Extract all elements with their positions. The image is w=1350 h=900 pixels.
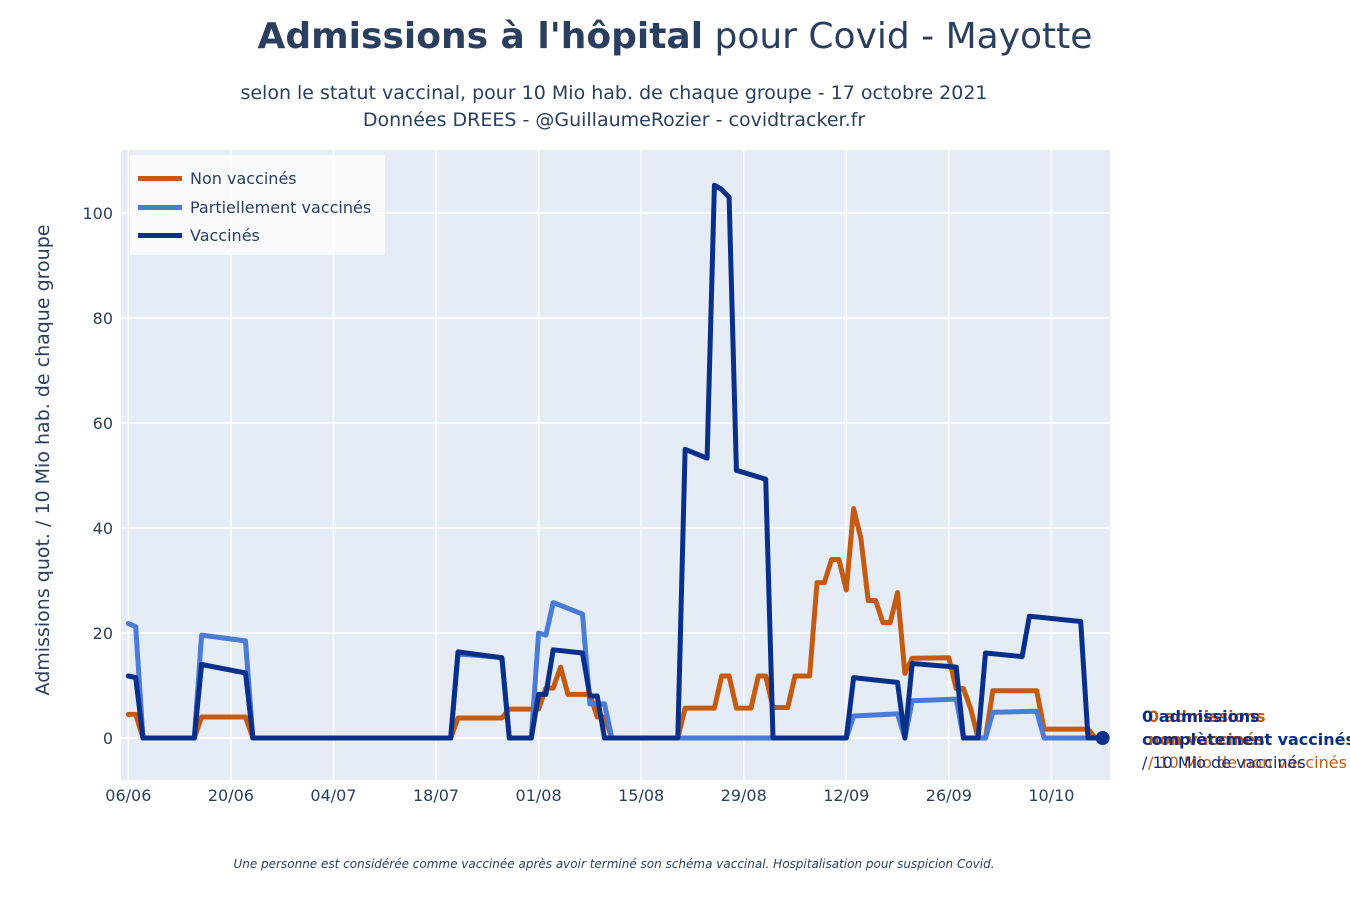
- annotation-vaccines-unit: / 10 Mio de vaccinés: [1142, 753, 1306, 772]
- annotation-non-vaccines: 0 admissions non vaccinés / 10 Mio de no…: [1148, 705, 1347, 774]
- legend-label-partiellement-vaccines: Partiellement vaccinés: [190, 197, 372, 217]
- chart-title-bold: Admissions à l'hôpital: [257, 16, 704, 57]
- legend-swatch-vaccines: [138, 232, 182, 238]
- footnote: Une personne est considérée comme vaccin…: [233, 857, 995, 871]
- x-tick-label: 12/09: [823, 786, 869, 805]
- x-tick-label: 20/06: [208, 786, 254, 805]
- annotation-non-vaccines-group: non vaccinés: [1148, 730, 1265, 749]
- y-axis-label: Admissions quot. / 10 Mio hab. de chaque…: [32, 225, 54, 696]
- y-tick-labels: 0 20 40 60 80 100: [82, 204, 113, 748]
- x-tick-label: 04/07: [310, 786, 356, 805]
- legend-label-non-vaccines: Non vaccinés: [190, 168, 297, 188]
- subtitle-line-2: Données DREES - @GuillaumeRozier - covid…: [362, 109, 866, 131]
- plot-background: [121, 150, 1110, 780]
- y-tick-label: 80: [93, 309, 113, 328]
- chart-title: Admissions à l'hôpital pour Covid - Mayo…: [0, 16, 1350, 57]
- annotation-vaccines: 0 admissions complètement vaccinés / 10 …: [1142, 705, 1350, 774]
- y-tick-label: 40: [93, 519, 113, 538]
- x-tick-label: 10/10: [1028, 786, 1074, 805]
- y-tick-label: 0: [103, 729, 113, 748]
- y-tick-label: 60: [93, 414, 113, 433]
- x-tick-label: 26/09: [926, 786, 972, 805]
- legend-label-vaccines: Vaccinés: [190, 225, 260, 245]
- x-tick-labels: 06/06 20/06 04/07 18/07 01/08 15/08 29/08 12/09…: [105, 786, 1074, 805]
- chart-subtitle: selon le statut vaccinal, pour 10 Mio ha…: [150, 80, 1078, 134]
- x-tick-label: 29/08: [721, 786, 767, 805]
- legend-swatch-partiellement-vaccines: [138, 204, 182, 210]
- legend-swatch-non-vaccines: [138, 175, 182, 181]
- annotation-non-vaccines-value: 0 admissions: [1148, 707, 1266, 726]
- series-last-point-marker: [1095, 731, 1110, 745]
- legend-item-vaccines[interactable]: Vaccinés: [138, 223, 260, 247]
- series-line-2: [125, 182, 1106, 741]
- y-tick-label: 20: [93, 624, 113, 643]
- legend-item-partiellement-vaccines[interactable]: Partiellement vaccinés: [138, 195, 371, 219]
- annotation-vaccines-value: 0 admissions: [1142, 707, 1260, 726]
- legend-item-non-vaccines[interactable]: Non vaccinés: [138, 166, 297, 190]
- x-tick-label: 06/06: [105, 786, 151, 805]
- x-tick-label: 01/08: [516, 786, 562, 805]
- legend[interactable]: Non vaccinés Partiellement vaccinés Vacc…: [130, 155, 385, 255]
- chart-title-rest: pour Covid - Mayotte: [703, 16, 1093, 57]
- x-tick-label: 18/07: [413, 786, 459, 805]
- y-tick-label: 100: [82, 204, 113, 223]
- subtitle-line-1: selon le statut vaccinal, pour 10 Mio ha…: [240, 82, 988, 104]
- annotation-vaccines-group: complètement vaccinés: [1142, 730, 1350, 749]
- annotation-non-vaccines-unit: / 10 Mio de non vaccinés: [1148, 753, 1347, 772]
- series-lines: [125, 182, 1110, 745]
- x-tick-label: 15/08: [618, 786, 664, 805]
